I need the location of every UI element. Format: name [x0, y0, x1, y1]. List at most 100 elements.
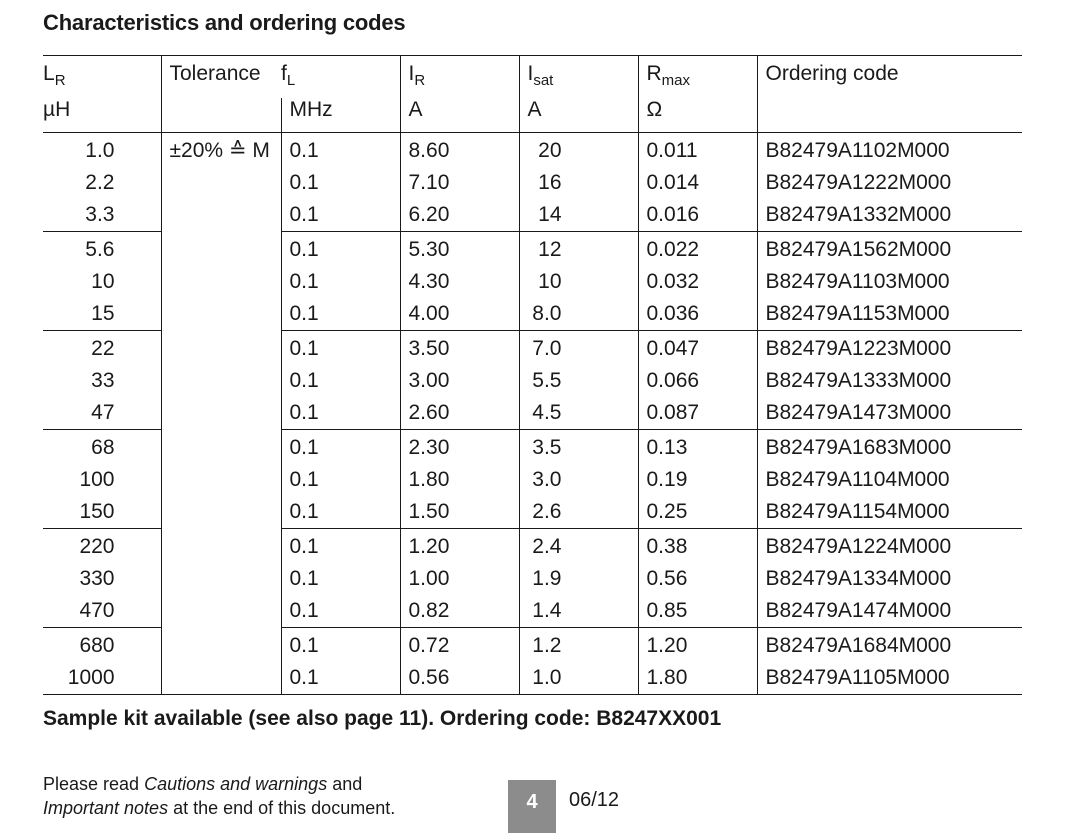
footer-note-text: and: [327, 774, 363, 794]
cell-ordering-code: B82479A1473M000: [756, 397, 1022, 430]
cell-rated-current: 2.30: [399, 429, 519, 464]
cell-rated-current: 8.60: [399, 132, 519, 167]
cell-inductance: 15: [91, 302, 115, 325]
cell-resistance: 0.56: [637, 563, 757, 595]
cell-resistance: 0.036: [637, 298, 757, 331]
cell-resistance: 0.38: [637, 528, 757, 563]
cell-ordering-code: B82479A1153M000: [756, 298, 1022, 331]
cell-inductance: 5.6: [43, 231, 161, 266]
cautions-link-text: Cautions and warnings: [144, 774, 328, 794]
cell-saturation-current: 7.0: [518, 330, 638, 365]
cell-resistance: 0.032: [637, 266, 757, 298]
cell-rated-current: 6.20: [399, 199, 519, 232]
cell-frequency: 0.1: [280, 330, 400, 365]
cell-ordering-code: B82479A1332M000: [756, 199, 1022, 232]
cell-ordering-code: B82479A1154M000: [756, 496, 1022, 529]
cell-frequency: 0.1: [280, 464, 400, 496]
document-date: 06/12: [569, 789, 620, 811]
cell-ordering-code: B82479A1222M000: [756, 167, 1022, 199]
cell-resistance: 1.20: [637, 627, 757, 662]
table-row: 5.6 0.1 5.30 12 0.022 B82479A1562M000: [43, 231, 1022, 266]
table-row: 15 0.1 4.00 8.0 0.036 B82479A1153M000: [43, 298, 1022, 331]
cell-rated-current: 5.30: [399, 231, 519, 266]
cell-resistance: 1.80: [637, 662, 757, 695]
cell-frequency: 0.1: [280, 496, 400, 529]
cell-frequency: 0.1: [280, 595, 400, 628]
cell-inductance: 220: [43, 528, 161, 563]
cell-inductance: 10: [91, 270, 115, 293]
cell-saturation-current: 4.5: [518, 397, 638, 430]
footer-note-text: Please read: [43, 774, 145, 794]
footer-note-text: at the end of this document.: [168, 798, 396, 818]
table-body: 1.0 ±20% ≙ M 0.1 8.60 20 0.011 B82479A1102M000…: [43, 132, 1022, 695]
table-row: 1.0 ±20% ≙ M 0.1 8.60 20 0.011 B82479A1102M000: [43, 132, 1022, 695]
table-row: 10 0.1 4.30 10 0.032 B82479A1103M000: [43, 266, 1022, 298]
cell-rated-current: 1.00: [399, 563, 519, 595]
page-number-badge: 4: [508, 780, 556, 833]
cell-resistance: 0.19: [637, 464, 757, 496]
table-row: 68 0.1 2.30 3.5 0.13 B82479A1683M000: [43, 429, 1022, 464]
cell-inductance: 33: [91, 369, 115, 392]
cell-rated-current: 0.56: [399, 662, 519, 695]
cell-rated-current: 0.82: [399, 595, 519, 628]
cell-ordering-code: B82479A1105M000: [756, 662, 1022, 695]
cell-ordering-code: B82479A1562M000: [756, 231, 1022, 266]
cell-resistance: 0.13: [637, 429, 757, 464]
cell-inductance: 100: [79, 468, 115, 491]
cell-rated-current: 1.80: [399, 464, 519, 496]
cell-inductance: 680: [43, 627, 161, 662]
cell-rated-current: 3.00: [399, 365, 519, 397]
unit-resistance: Ω: [637, 98, 757, 133]
cell-inductance: 47: [91, 401, 115, 424]
cell-resistance: 0.85: [637, 595, 757, 628]
cell-ordering-code: B82479A1223M000: [756, 330, 1022, 365]
cell-resistance: 0.016: [637, 199, 757, 232]
header-resistance: Rmax: [637, 55, 757, 98]
cell-rated-current: 1.20: [399, 528, 519, 563]
table-row: 470 0.1 0.82 1.4 0.85 B82479A1474M000: [43, 595, 1022, 628]
cell-ordering-code: B82479A1102M000: [756, 132, 1022, 167]
header-ordering-code: Ordering code: [756, 55, 1022, 98]
cell-ordering-code: B82479A1333M000: [756, 365, 1022, 397]
table-row: 22 0.1 3.50 7.0 0.047 B82479A1223M000: [43, 330, 1022, 365]
footer-note: Please read Cautions and warnings and Im…: [43, 772, 395, 820]
cell-rated-current: 1.50: [399, 496, 519, 529]
cell-resistance: 0.014: [637, 167, 757, 199]
unit-tolerance-empty: [160, 98, 281, 133]
cell-resistance: 0.087: [637, 397, 757, 430]
cell-saturation-current: 1.0: [518, 662, 638, 695]
cell-ordering-code: B82479A1684M000: [756, 627, 1022, 662]
unit-saturation-current: A: [518, 98, 638, 133]
header-tolerance: Tolerance: [160, 55, 281, 98]
cell-saturation-current: 3.0: [518, 464, 638, 496]
cell-saturation-current: 12: [518, 231, 638, 266]
cell-ordering-code: B82479A1474M000: [756, 595, 1022, 628]
cell-frequency: 0.1: [280, 662, 400, 695]
table-row: 3.3 0.1 6.20 14 0.016 B82479A1332M000: [43, 199, 1022, 232]
cell-rated-current: 3.50: [399, 330, 519, 365]
cell-ordering-code: B82479A1103M000: [756, 266, 1022, 298]
table-row: 330 0.1 1.00 1.9 0.56 B82479A1334M000: [43, 563, 1022, 595]
cell-saturation-current: 16: [518, 167, 638, 199]
table-row: 2.2 0.1 7.10 16 0.014 B82479A1222M000: [43, 167, 1022, 199]
table-row: 150 0.1 1.50 2.6 0.25 B82479A1154M000: [43, 496, 1022, 529]
cell-saturation-current: 8.0: [518, 298, 638, 331]
header-saturation-current: Isat: [518, 55, 638, 98]
table-row: 100 0.1 1.80 3.0 0.19 B82479A1104M000: [43, 464, 1022, 496]
sample-kit-note: Sample kit available (see also page 11).…: [43, 707, 722, 730]
cell-inductance: 1000: [43, 662, 161, 695]
cell-saturation-current: 20: [518, 132, 638, 167]
cell-frequency: 0.1: [280, 167, 400, 199]
cell-frequency: 0.1: [280, 429, 400, 464]
cell-saturation-current: 3.5: [518, 429, 638, 464]
characteristics-table: LR Tolerance fL IR Isat Rmax Ordering co…: [43, 55, 1022, 695]
cell-frequency: 0.1: [280, 266, 400, 298]
header-row-units: µH MHz A A Ω: [43, 98, 1022, 133]
cell-saturation-current: 2.4: [518, 528, 638, 563]
cell-frequency: 0.1: [280, 365, 400, 397]
cell-saturation-current: 1.9: [518, 563, 638, 595]
cell-frequency: 0.1: [280, 528, 400, 563]
header-inductance: LR: [43, 55, 161, 98]
unit-inductance: µH: [43, 98, 161, 133]
cell-saturation-current: 1.2: [518, 627, 638, 662]
